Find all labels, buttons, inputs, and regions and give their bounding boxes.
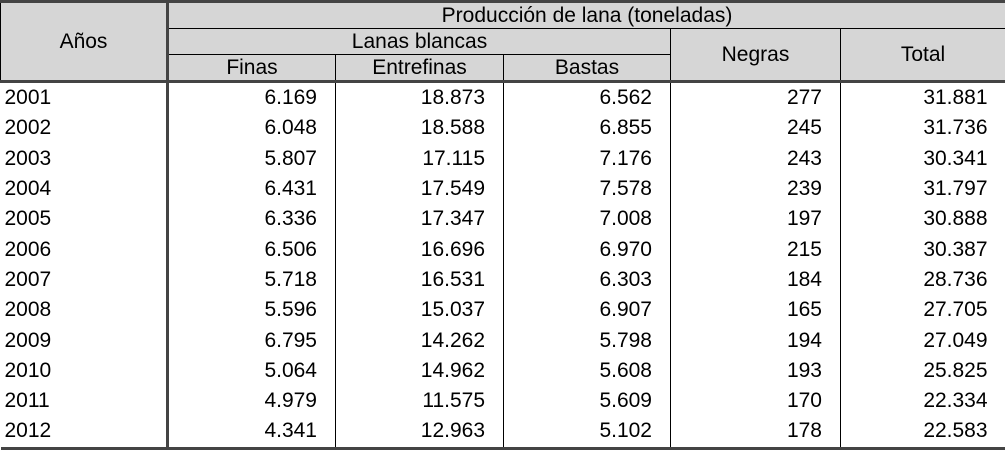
cell-bastas: 7.176 (503, 143, 671, 174)
cell-total: 30.387 (839, 234, 1005, 265)
header-total: Total (839, 28, 1005, 83)
cell-bastas: 7.578 (503, 173, 671, 205)
header-finas: Finas (167, 54, 336, 83)
header-negras: Negras (670, 28, 841, 83)
cell-year: 2010 (0, 355, 169, 386)
cell-bastas: 6.907 (503, 295, 671, 326)
cell-negras: 197 (670, 204, 841, 235)
cell-negras: 178 (670, 416, 841, 449)
cell-year: 2007 (0, 264, 169, 296)
cell-entrefinas: 16.696 (335, 234, 504, 265)
cell-year: 2003 (0, 143, 169, 174)
cell-negras: 215 (670, 234, 841, 265)
cell-entrefinas: 18.588 (335, 113, 504, 144)
cell-finas: 6.506 (167, 234, 336, 265)
cell-entrefinas: 14.962 (335, 355, 504, 386)
table-row: 2007 5.718 16.531 6.303 184 28.736 (0, 264, 1005, 296)
cell-negras: 165 (670, 295, 841, 326)
cell-negras: 239 (670, 173, 841, 205)
cell-bastas: 6.970 (503, 234, 671, 265)
cell-negras: 277 (670, 81, 841, 114)
cell-entrefinas: 17.549 (335, 173, 504, 205)
cell-year: 2006 (0, 234, 169, 265)
cell-total: 31.797 (839, 173, 1005, 205)
cell-finas: 6.336 (167, 204, 336, 235)
header-years: Años (0, 1, 169, 83)
table-header: Años Producción de lana (toneladas) Lana… (0, 1, 1005, 83)
cell-year: 2002 (0, 113, 169, 144)
table-row: 2003 5.807 17.115 7.176 243 30.341 (0, 143, 1005, 174)
cell-bastas: 5.798 (503, 325, 671, 356)
cell-entrefinas: 14.262 (335, 325, 504, 356)
cell-finas: 6.431 (167, 173, 336, 205)
cell-total: 28.736 (839, 264, 1005, 296)
cell-total: 30.888 (839, 204, 1005, 235)
cell-total: 31.881 (839, 81, 1005, 114)
cell-bastas: 6.855 (503, 113, 671, 144)
cell-year: 2005 (0, 204, 169, 235)
table-body: 2001 6.169 18.873 6.562 277 31.881 2002 6.048 18… (0, 81, 1005, 449)
cell-total: 25.825 (839, 355, 1005, 386)
cell-total: 27.049 (839, 325, 1005, 356)
cell-finas: 6.048 (167, 113, 336, 144)
cell-finas: 6.795 (167, 325, 336, 356)
header-bastas: Bastas (503, 54, 671, 83)
cell-total: 22.583 (839, 416, 1005, 449)
cell-entrefinas: 17.115 (335, 143, 504, 174)
cell-negras: 245 (670, 113, 841, 144)
cell-entrefinas: 17.347 (335, 204, 504, 235)
cell-finas: 6.169 (167, 81, 336, 114)
cell-finas: 5.718 (167, 264, 336, 296)
cell-year: 2008 (0, 295, 169, 326)
cell-total: 31.736 (839, 113, 1005, 144)
table-row: 2012 4.341 12.963 5.102 178 22.583 (0, 416, 1005, 449)
cell-year: 2001 (0, 81, 169, 114)
cell-negras: 170 (670, 385, 841, 417)
cell-entrefinas: 16.531 (335, 264, 504, 296)
cell-negras: 193 (670, 355, 841, 386)
cell-year: 2009 (0, 325, 169, 356)
header-production-group: Producción de lana (toneladas) (166, 1, 1005, 29)
cell-bastas: 7.008 (503, 204, 671, 235)
cell-negras: 243 (670, 143, 841, 174)
table-row: 2001 6.169 18.873 6.562 277 31.881 (0, 81, 1005, 114)
table-row: 2008 5.596 15.037 6.907 165 27.705 (0, 295, 1005, 326)
table-row: 2002 6.048 18.588 6.855 245 31.736 (0, 113, 1005, 144)
cell-negras: 184 (670, 264, 841, 296)
table-row: 2010 5.064 14.962 5.608 193 25.825 (0, 355, 1005, 386)
wool-production-table: Años Producción de lana (toneladas) Lana… (0, 0, 1005, 450)
cell-negras: 194 (670, 325, 841, 356)
cell-finas: 5.807 (167, 143, 336, 174)
cell-bastas: 5.608 (503, 355, 671, 386)
cell-entrefinas: 18.873 (335, 81, 504, 114)
cell-bastas: 5.609 (503, 385, 671, 417)
cell-entrefinas: 11.575 (335, 385, 504, 417)
cell-finas: 5.596 (167, 295, 336, 326)
cell-total: 30.341 (839, 143, 1005, 174)
cell-year: 2012 (0, 416, 169, 449)
cell-bastas: 5.102 (503, 416, 671, 449)
cell-bastas: 6.303 (503, 264, 671, 296)
cell-bastas: 6.562 (503, 81, 671, 114)
header-entrefinas: Entrefinas (335, 54, 504, 83)
cell-entrefinas: 12.963 (335, 416, 504, 449)
cell-entrefinas: 15.037 (335, 295, 504, 326)
cell-finas: 4.341 (167, 416, 336, 449)
cell-year: 2004 (0, 173, 169, 205)
cell-finas: 5.064 (167, 355, 336, 386)
table-row: 2009 6.795 14.262 5.798 194 27.049 (0, 325, 1005, 356)
table-row: 2004 6.431 17.549 7.578 239 31.797 (0, 173, 1005, 205)
table-row: 2011 4.979 11.575 5.609 170 22.334 (0, 385, 1005, 417)
cell-total: 22.334 (839, 385, 1005, 417)
cell-finas: 4.979 (167, 385, 336, 417)
table-row: 2006 6.506 16.696 6.970 215 30.387 (0, 234, 1005, 265)
header-white-wool-group: Lanas blancas (167, 28, 671, 55)
cell-year: 2011 (0, 385, 169, 417)
table-row: 2005 6.336 17.347 7.008 197 30.888 (0, 204, 1005, 235)
cell-total: 27.705 (839, 295, 1005, 326)
